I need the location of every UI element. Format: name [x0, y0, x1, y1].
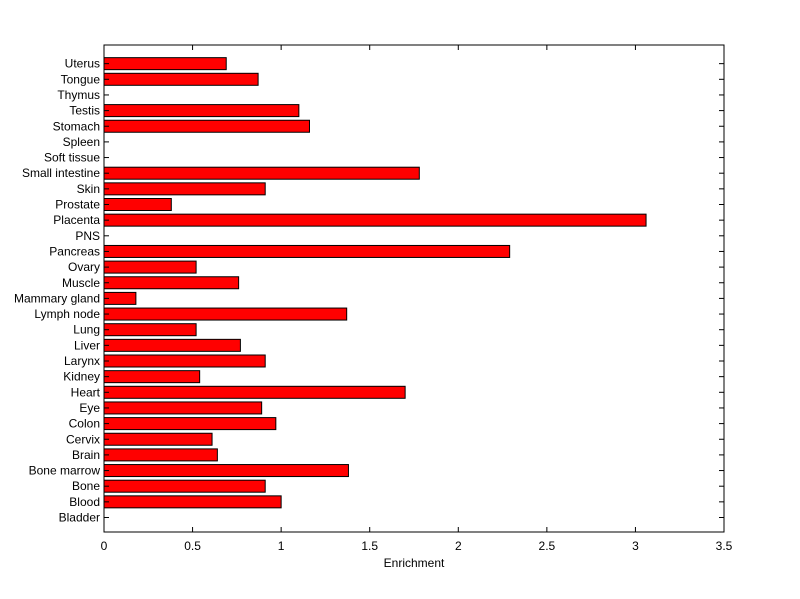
y-tick-label-skin: Skin: [77, 182, 100, 196]
bar-colon: [103, 417, 277, 431]
bar-cervix: [103, 432, 213, 446]
bar-uterus: [103, 57, 227, 71]
y-tick-label-soft-tissue: Soft tissue: [44, 151, 100, 165]
bar-small-intestine: [103, 166, 420, 180]
bar-lung: [103, 323, 197, 337]
y-tick-label-thymus: Thymus: [57, 88, 100, 102]
y-tick-label-brain: Brain: [72, 448, 100, 462]
bar-kidney: [103, 370, 201, 384]
bar-muscle: [103, 276, 240, 290]
bar-testis: [103, 104, 300, 118]
bar-placenta: [103, 213, 647, 227]
bar-liver: [103, 338, 241, 352]
y-tick-label-pns: PNS: [75, 229, 100, 243]
y-tick-label-testis: Testis: [69, 104, 100, 118]
y-tick-label-lymph-node: Lymph node: [34, 307, 100, 321]
bar-bone: [103, 479, 266, 493]
y-tick-label-eye: Eye: [79, 401, 100, 415]
x-tick-label-4: 2: [455, 539, 462, 553]
x-tick-label-5: 2.5: [539, 539, 556, 553]
bar-skin: [103, 182, 266, 196]
y-tick-label-muscle: Muscle: [62, 276, 100, 290]
y-tick-label-mammary-gland: Mammary gland: [14, 291, 100, 305]
y-tick-label-bladder: Bladder: [59, 511, 100, 525]
y-tick-label-uterus: Uterus: [65, 57, 100, 71]
y-tick-label-ovary: Ovary: [68, 260, 100, 274]
bar-lymph-node: [103, 307, 348, 321]
x-tick-label-0: 0: [101, 539, 108, 553]
bar-tongue: [103, 72, 259, 86]
x-tick-label-1: 0.5: [184, 539, 201, 553]
y-tick-label-placenta: Placenta: [53, 213, 100, 227]
x-tick-label-7: 3.5: [716, 539, 733, 553]
bar-stomach: [103, 119, 310, 133]
y-tick-label-stomach: Stomach: [53, 119, 100, 133]
y-tick-label-tongue: Tongue: [61, 72, 101, 86]
y-tick-label-spleen: Spleen: [63, 135, 100, 149]
bar-eye: [103, 401, 263, 415]
x-tick-label-2: 1: [278, 539, 285, 553]
bar-larynx: [103, 354, 266, 368]
bar-ovary: [103, 260, 197, 274]
y-tick-label-lung: Lung: [73, 323, 100, 337]
bar-bone-marrow: [103, 464, 349, 478]
y-tick-label-blood: Blood: [69, 495, 100, 509]
bar-brain: [103, 448, 218, 462]
y-tick-label-liver: Liver: [74, 338, 100, 352]
y-tick-label-kidney: Kidney: [63, 370, 100, 384]
y-tick-label-bone: Bone: [72, 479, 100, 493]
bar-prostate: [103, 198, 172, 211]
y-tick-label-cervix: Cervix: [66, 432, 100, 446]
bar-heart: [103, 385, 406, 399]
y-tick-label-bone-marrow: Bone marrow: [29, 464, 101, 478]
x-tick-label-3: 1.5: [361, 539, 378, 553]
y-tick-label-colon: Colon: [69, 417, 100, 431]
plot-frame: [103, 44, 725, 533]
y-tick-label-prostate: Prostate: [55, 198, 100, 212]
y-tick-label-small-intestine: Small intestine: [22, 166, 100, 180]
bar-blood: [103, 495, 282, 509]
x-tick-label-6: 3: [632, 539, 639, 553]
x-axis-title: Enrichment: [384, 556, 445, 570]
y-tick-label-heart: Heart: [71, 385, 101, 399]
y-tick-label-pancreas: Pancreas: [49, 244, 100, 258]
bar-pancreas: [103, 244, 511, 258]
y-tick-label-larynx: Larynx: [64, 354, 100, 368]
